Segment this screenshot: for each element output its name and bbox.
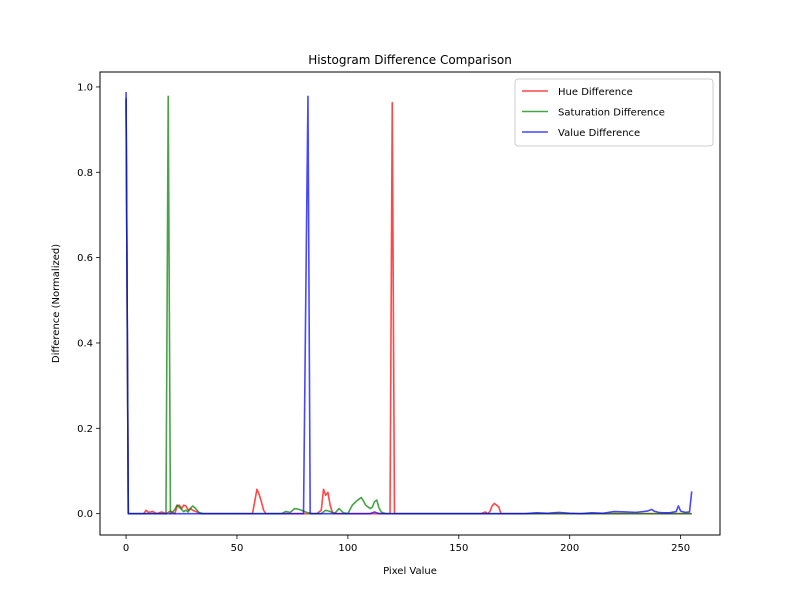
x-tick-label: 50 — [231, 543, 244, 554]
chart-title: Histogram Difference Comparison — [308, 53, 512, 67]
x-axis-ticks: 0 50 100 150 200 250 — [123, 535, 690, 554]
y-tick-label: 0.8 — [77, 168, 93, 179]
y-tick-label: 0.4 — [77, 338, 93, 349]
legend-label: Hue Difference — [558, 87, 633, 98]
y-tick-label: 0.2 — [77, 424, 93, 435]
legend-label: Saturation Difference — [558, 108, 665, 119]
legend-box — [514, 78, 714, 147]
x-tick-label: 100 — [338, 543, 357, 554]
y-axis-ticks: 0.0 0.2 0.4 0.6 0.8 1.0 — [77, 82, 100, 520]
series-line-1 — [125, 95, 692, 515]
x-tick-label: 150 — [449, 543, 468, 554]
plot-lines — [125, 92, 693, 515]
legend: Hue Difference Saturation Difference Value… — [514, 78, 714, 147]
x-tick-label: 250 — [671, 543, 690, 554]
legend-label: Value Difference — [558, 128, 640, 139]
series-line-2 — [125, 92, 693, 515]
y-tick-label: 1.0 — [77, 82, 93, 93]
plot-frame — [99, 71, 721, 536]
y-tick-label: 0.6 — [77, 253, 93, 264]
x-tick-label: 200 — [560, 543, 579, 554]
y-axis-label: Difference (Normalized) — [51, 244, 62, 363]
y-tick-label: 0.0 — [77, 509, 93, 520]
x-tick-label: 0 — [123, 543, 129, 554]
x-axis-label: Pixel Value — [383, 566, 437, 577]
